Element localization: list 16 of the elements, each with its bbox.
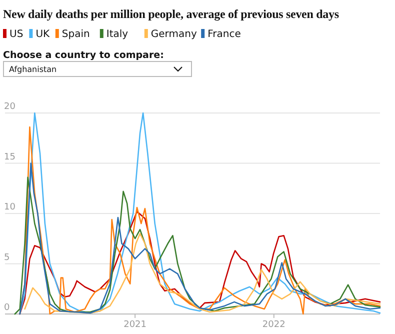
y-tick-label: 10 [4, 202, 16, 212]
y-tick-label: 15 [4, 152, 16, 162]
legend-label: UK [36, 29, 50, 40]
chart-title: New daily deaths per million people, average of previous seven days [3, 7, 340, 21]
text: Afghanistan [9, 65, 57, 74]
y-tick-label: 0 [4, 303, 10, 313]
legend-label: Germany [150, 29, 197, 40]
text: Choose a country to compare: [3, 50, 164, 61]
legend-label: France [208, 29, 241, 40]
legend-label: Spain [62, 29, 90, 40]
legend-label: Italy [106, 29, 128, 40]
x-tick-label: 2022 [262, 320, 286, 330]
x-tick-label: 2021 [124, 320, 147, 330]
legend-label: US [10, 29, 24, 40]
y-tick-label: 5 [4, 252, 10, 263]
y-tick-label: 20 [4, 102, 16, 112]
